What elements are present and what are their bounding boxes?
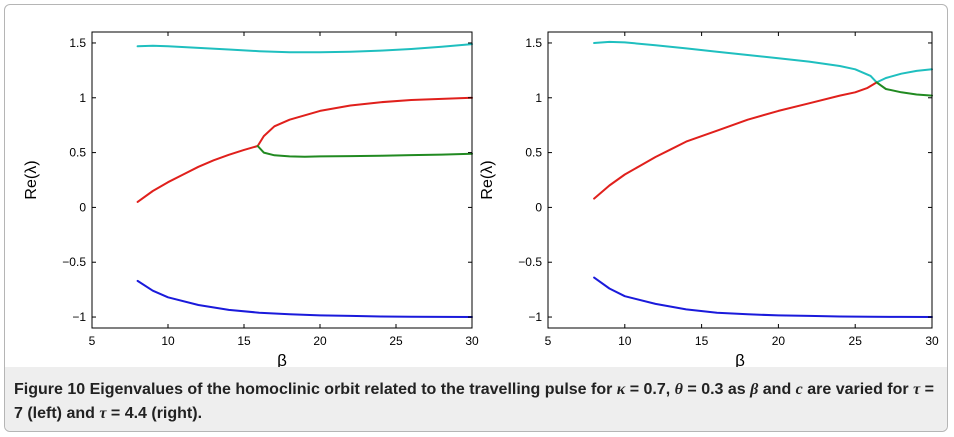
y-tick-label: −1 [528,310,542,324]
x-tick-label: 30 [925,334,939,348]
x-tick-label: 25 [389,334,403,348]
x-tick-label: 5 [89,334,96,348]
x-tick-label: 10 [618,334,632,348]
caption-eq3: = 7 (left) and [14,381,934,422]
y-tick-label: −0.5 [518,255,542,269]
y-tick-label: −1 [72,310,86,324]
x-tick-label: 30 [465,334,479,348]
x-tick-label: 15 [695,334,709,348]
caption-theta: θ [674,381,683,398]
figure-frame [4,4,948,432]
y-tick-label: 1.5 [69,36,86,50]
figure-caption: Figure 10 Eigenvalues of the homoclinic … [14,378,944,426]
series-line-1 [136,43,473,54]
chart-panel-1: 5 10 15 20 25 30 −1 −0.5 0 0.5 1 1.5 β Re(λ) [23,31,479,370]
x-tick-label: 15 [237,334,251,348]
x-tick-label: 25 [849,334,863,348]
x-tick-label: 5 [545,334,552,348]
chart-panel-2: 5 10 15 20 25 30 −1 −0.5 0 0.5 1 1.5 β Re(λ) [479,31,939,370]
series-line-3 [256,145,473,158]
caption-eq1: = 0.7, [625,381,675,398]
caption-tau-2: τ [99,405,107,422]
plot-area-border [547,31,933,329]
y-tick-label: 0 [79,200,86,214]
x-tick-label: 20 [772,334,786,348]
y-tick-label: 1 [535,91,542,105]
series-line-1 [593,40,933,84]
caption-c: c [795,381,803,398]
caption-tau-1: τ [913,381,921,398]
caption-kappa: κ [616,381,626,398]
x-axis-label: β [735,351,745,370]
caption-text-a: Eigenvalues of the homoclinic orbit rela… [85,381,617,398]
caption-eq2: = 0.3 as [682,381,751,398]
series-line-4 [136,279,473,318]
y-tick-label: −0.5 [62,255,86,269]
y-axis-label: Re(λ) [23,160,40,199]
caption-eq4: = 4.4 (right). [106,405,203,422]
series-line-3 [875,81,933,97]
y-tick-label: 1.5 [525,36,542,50]
y-tick-label: 0 [535,200,542,214]
series-line-2 [136,96,473,203]
caption-text-b: and [758,381,796,398]
plot-area-border [91,31,473,329]
y-tick-label: 1 [79,91,86,105]
caption-box [5,367,947,431]
caption-beta: β [750,381,759,398]
x-tick-label: 20 [313,334,327,348]
series-line-2 [593,81,878,200]
y-tick-label: 0.5 [69,146,86,160]
x-tick-label: 10 [161,334,175,348]
caption-text-c: are varied for [802,381,914,398]
series-line-4 [593,276,933,318]
y-axis-label: Re(λ) [479,160,496,199]
x-axis-label: β [277,351,287,370]
y-tick-label: 0.5 [525,146,542,160]
caption-label: Figure 10 [14,381,86,398]
